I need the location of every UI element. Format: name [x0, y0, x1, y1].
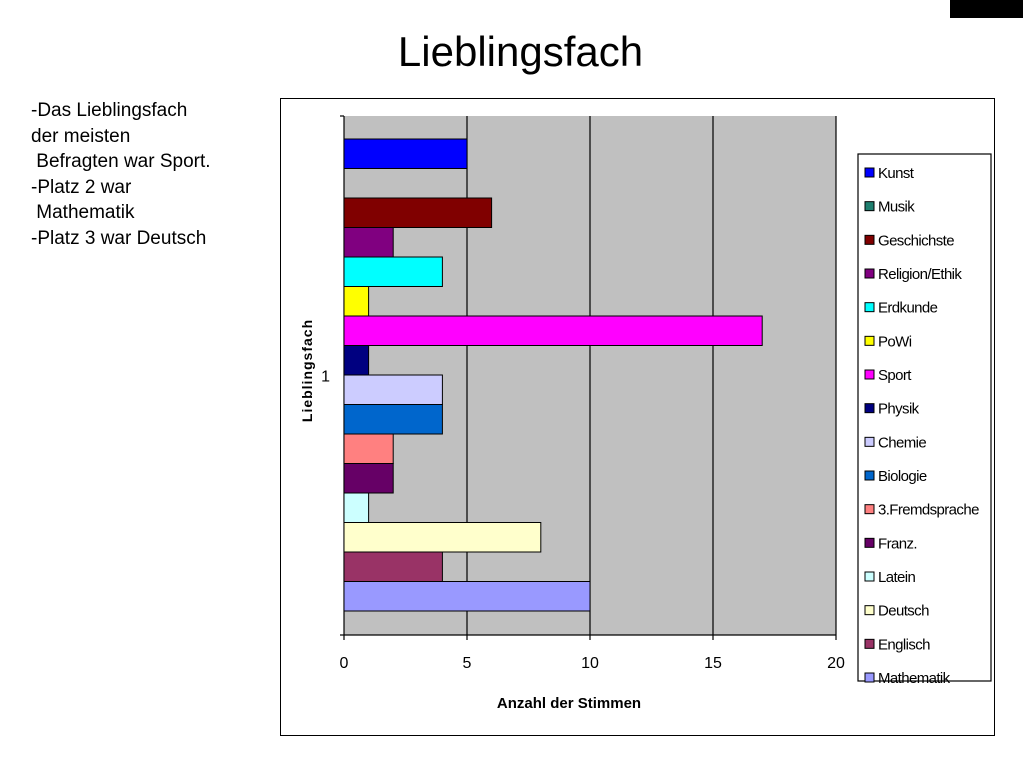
legend-swatch	[864, 470, 875, 481]
legend-label: Geschichste	[878, 232, 954, 249]
legend-swatch	[864, 335, 875, 346]
bullet-text: -Das Lieblingsfach der meisten Befragten…	[31, 98, 211, 251]
legend-label: PoWi	[878, 333, 912, 350]
legend-label: Englisch	[878, 636, 930, 653]
chart-frame: 0 5 10 15 20 1 Anzahl der Stimmen Lieblingsfach…	[280, 98, 995, 736]
y-tick-label: 1	[321, 369, 330, 386]
bar-chemie	[343, 374, 443, 405]
legend-label: Franz.	[878, 535, 917, 552]
x-tick-label: 0	[340, 655, 349, 672]
legend-swatch	[864, 403, 875, 414]
bar-physik	[343, 345, 370, 376]
legend-label: Musik	[878, 199, 915, 216]
x-tick-label: 20	[827, 655, 845, 672]
slide-title: Lieblingsfach	[397, 28, 644, 75]
legend-swatch	[864, 537, 875, 548]
legend-box	[857, 153, 992, 682]
legend-swatch	[864, 201, 875, 212]
legend-swatch	[864, 369, 875, 380]
legend-label: Erdkunde	[878, 300, 938, 317]
corner-block	[950, 0, 1023, 18]
bar-mathematik	[343, 581, 591, 612]
legend-label: Physik	[878, 401, 920, 418]
bullet-line: Mathematik	[31, 202, 135, 223]
x-axis-title: Anzahl der Stimmen	[497, 695, 641, 712]
bullet-line: Befragten war Sport.	[31, 151, 211, 172]
bar-chart: 0 5 10 15 20 1 Anzahl der Stimmen Lieblingsfach…	[299, 115, 992, 712]
y-axis-title: Lieblingsfach	[299, 319, 315, 422]
bar-religion-ethik	[343, 227, 394, 258]
legend-swatch	[864, 638, 875, 649]
legend-swatch	[864, 268, 875, 279]
legend-label: Biologie	[878, 468, 927, 485]
legend-label: 3.Fremdsprache	[878, 502, 979, 519]
bar-3-fremdsprache	[343, 433, 394, 464]
legend-swatch	[864, 672, 875, 683]
legend-label: Mathematik	[878, 670, 951, 687]
legend-label: Kunst	[878, 165, 915, 182]
bar-sport	[343, 315, 763, 346]
bar-geschichste	[343, 197, 493, 228]
bullet-line: -Platz 2 war	[31, 176, 132, 198]
legend-swatch	[864, 571, 875, 582]
x-tick-label: 5	[463, 655, 472, 672]
legend-swatch	[864, 605, 875, 616]
bullet-line: der meisten	[31, 125, 131, 147]
legend-label: Deutsch	[878, 603, 929, 620]
legend-label: Religion/Ethik	[878, 266, 962, 283]
bar-erdkunde	[343, 256, 443, 287]
x-tick-label: 15	[704, 655, 722, 672]
bar-franz-	[343, 463, 394, 494]
legend-swatch	[864, 167, 875, 178]
bar-powi	[343, 286, 370, 317]
bar-latein	[343, 492, 370, 523]
legend-label: Chemie	[878, 434, 926, 451]
bar-biologie	[343, 404, 443, 435]
legend-label: Sport	[878, 367, 912, 384]
x-tick-label: 10	[581, 655, 599, 672]
legend-swatch	[864, 302, 875, 313]
bar-deutsch	[343, 522, 542, 553]
legend-swatch	[864, 436, 875, 447]
legend-swatch	[864, 234, 875, 245]
bar-englisch	[343, 551, 443, 582]
legend-label: Latein	[878, 569, 916, 586]
bar-kunst	[343, 138, 468, 169]
bullet-line: -Platz 3 war Deutsch	[31, 227, 207, 249]
bullet-line: -Das Lieblingsfach	[31, 100, 188, 121]
legend-swatch	[864, 504, 875, 515]
